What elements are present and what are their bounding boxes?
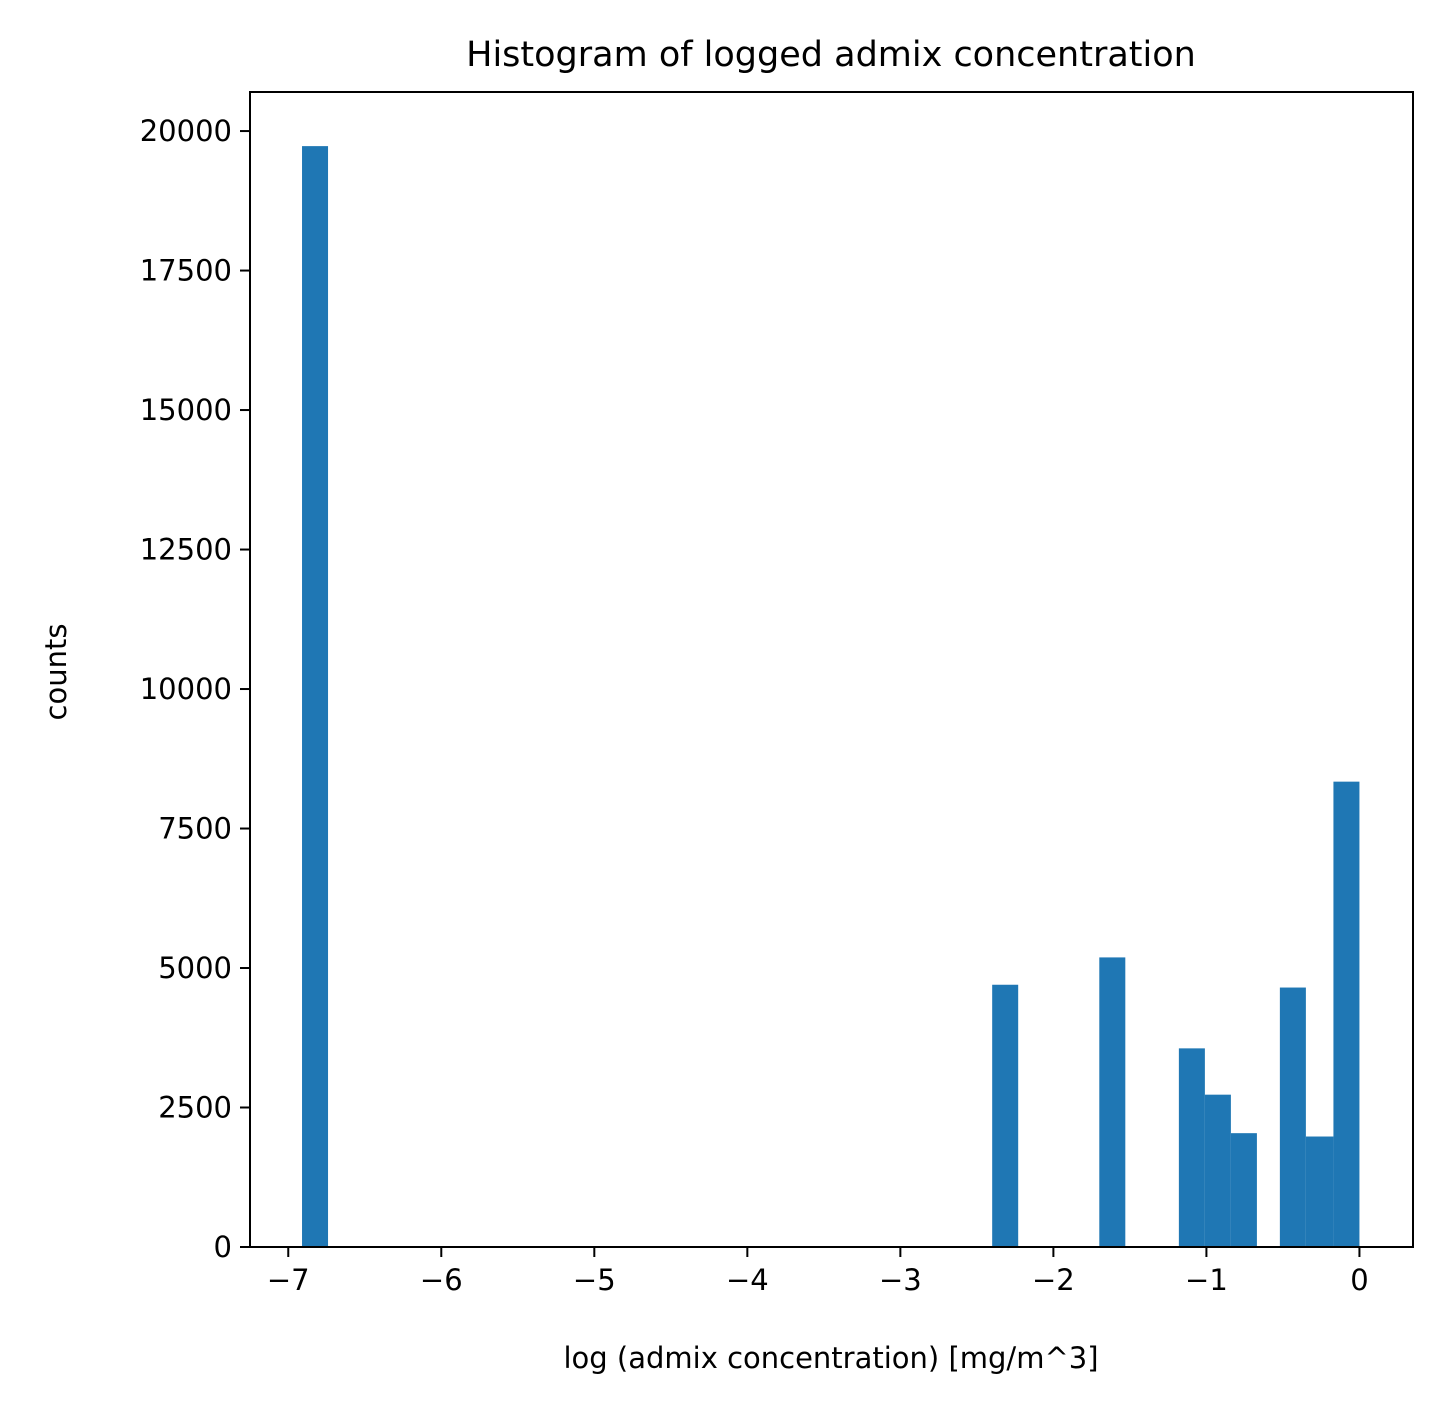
y-axis-label: counts [39, 624, 73, 721]
y-axis: 0 2500 5000 7500 10000 12500 15000 17500 20000 [140, 114, 250, 1264]
histogram-bar-6 [1279, 987, 1306, 1247]
y-tick-label: 5000 [158, 951, 232, 985]
x-tick-label: 0 [1350, 1263, 1368, 1297]
x-axis-label: log (admix concentration) [mg/m^3] [563, 1341, 1098, 1375]
x-tick-label: −2 [1032, 1263, 1075, 1297]
x-tick-label: −6 [420, 1263, 463, 1297]
x-tick-label: −5 [573, 1263, 616, 1297]
y-tick-label: 17500 [140, 254, 232, 288]
histogram-bar-2 [1099, 957, 1126, 1247]
y-tick-label: 0 [214, 1230, 232, 1264]
histogram-bar-1 [992, 984, 1019, 1247]
x-tick-label: −1 [1185, 1263, 1228, 1297]
x-tick-label: −4 [726, 1263, 769, 1297]
histogram-bar-8 [1333, 781, 1360, 1247]
plot-frame [249, 91, 1414, 1248]
histogram-bar-0 [302, 146, 329, 1247]
y-tick-label: 15000 [140, 393, 232, 427]
chart-title: Histogram of logged admix concentration [466, 35, 1196, 75]
y-tick-label: 20000 [140, 114, 232, 148]
x-tick-label: −3 [879, 1263, 922, 1297]
bars-group [302, 146, 1360, 1247]
y-tick-label: 7500 [158, 812, 232, 846]
x-axis: −7 −6 −5 −4 −3 −2 −1 0 [267, 1247, 1369, 1297]
y-tick-label: 2500 [158, 1091, 232, 1125]
histogram-bar-7 [1305, 1136, 1334, 1247]
histogram-bar-3 [1178, 1048, 1205, 1247]
histogram-bar-5 [1230, 1133, 1257, 1247]
y-tick-label: 10000 [140, 672, 232, 706]
y-tick-label: 12500 [140, 533, 232, 567]
x-tick-label: −7 [267, 1263, 310, 1297]
histogram-bar-4 [1204, 1094, 1231, 1247]
